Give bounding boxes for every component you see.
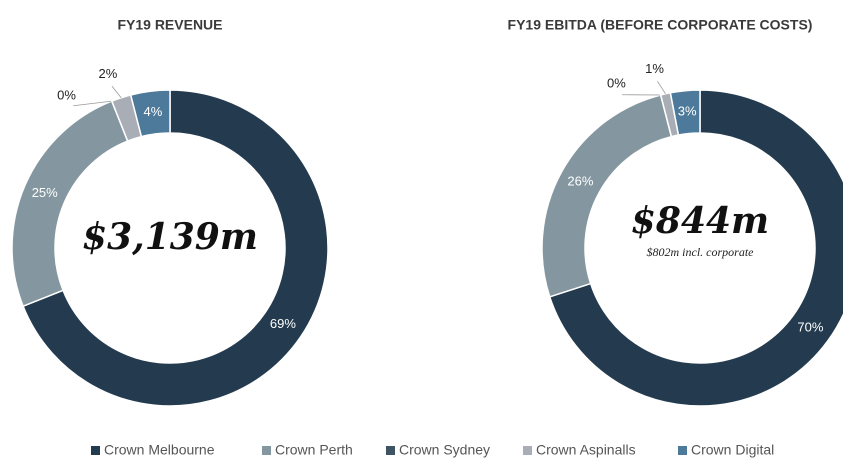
center-subtext: $802m incl. corporate <box>647 245 755 259</box>
data-label: 25% <box>32 185 58 200</box>
data-label: 4% <box>143 104 162 119</box>
data-label: 26% <box>567 174 593 189</box>
data-label: 1% <box>645 61 664 76</box>
legend-swatch <box>91 446 100 455</box>
donut-segment <box>11 100 129 308</box>
chart-title: FY19 REVENUE <box>117 17 222 33</box>
donut-segment <box>22 89 329 407</box>
legend-label: Crown Perth <box>275 442 353 458</box>
donut-segment <box>669 89 701 136</box>
legend-label: Crown Aspinalls <box>536 442 636 458</box>
legend-swatch <box>678 446 687 455</box>
data-label: 2% <box>99 66 118 81</box>
leader-line <box>73 100 112 107</box>
data-label: 0% <box>57 87 76 102</box>
legend-label: Crown Digital <box>691 442 774 458</box>
donut-segment <box>548 89 843 407</box>
legend-swatch <box>262 446 271 455</box>
leader-line <box>657 81 666 95</box>
donut-segment <box>129 89 171 138</box>
leader-line <box>111 85 122 98</box>
data-label: 70% <box>797 320 823 335</box>
legend-label: Crown Sydney <box>399 442 490 458</box>
legend-swatch <box>386 446 395 455</box>
chart-title: FY19 EBITDA (BEFORE CORPORATE COSTS) <box>508 17 813 33</box>
legend-label: Crown Melbourne <box>104 442 215 458</box>
data-label: 3% <box>678 104 697 119</box>
data-label: 0% <box>607 75 626 90</box>
center-value: $3,139m <box>82 216 258 258</box>
data-label: 69% <box>270 316 296 331</box>
legend-swatch <box>523 446 532 455</box>
center-value: $844m <box>631 200 769 242</box>
donut-segment <box>541 94 673 298</box>
